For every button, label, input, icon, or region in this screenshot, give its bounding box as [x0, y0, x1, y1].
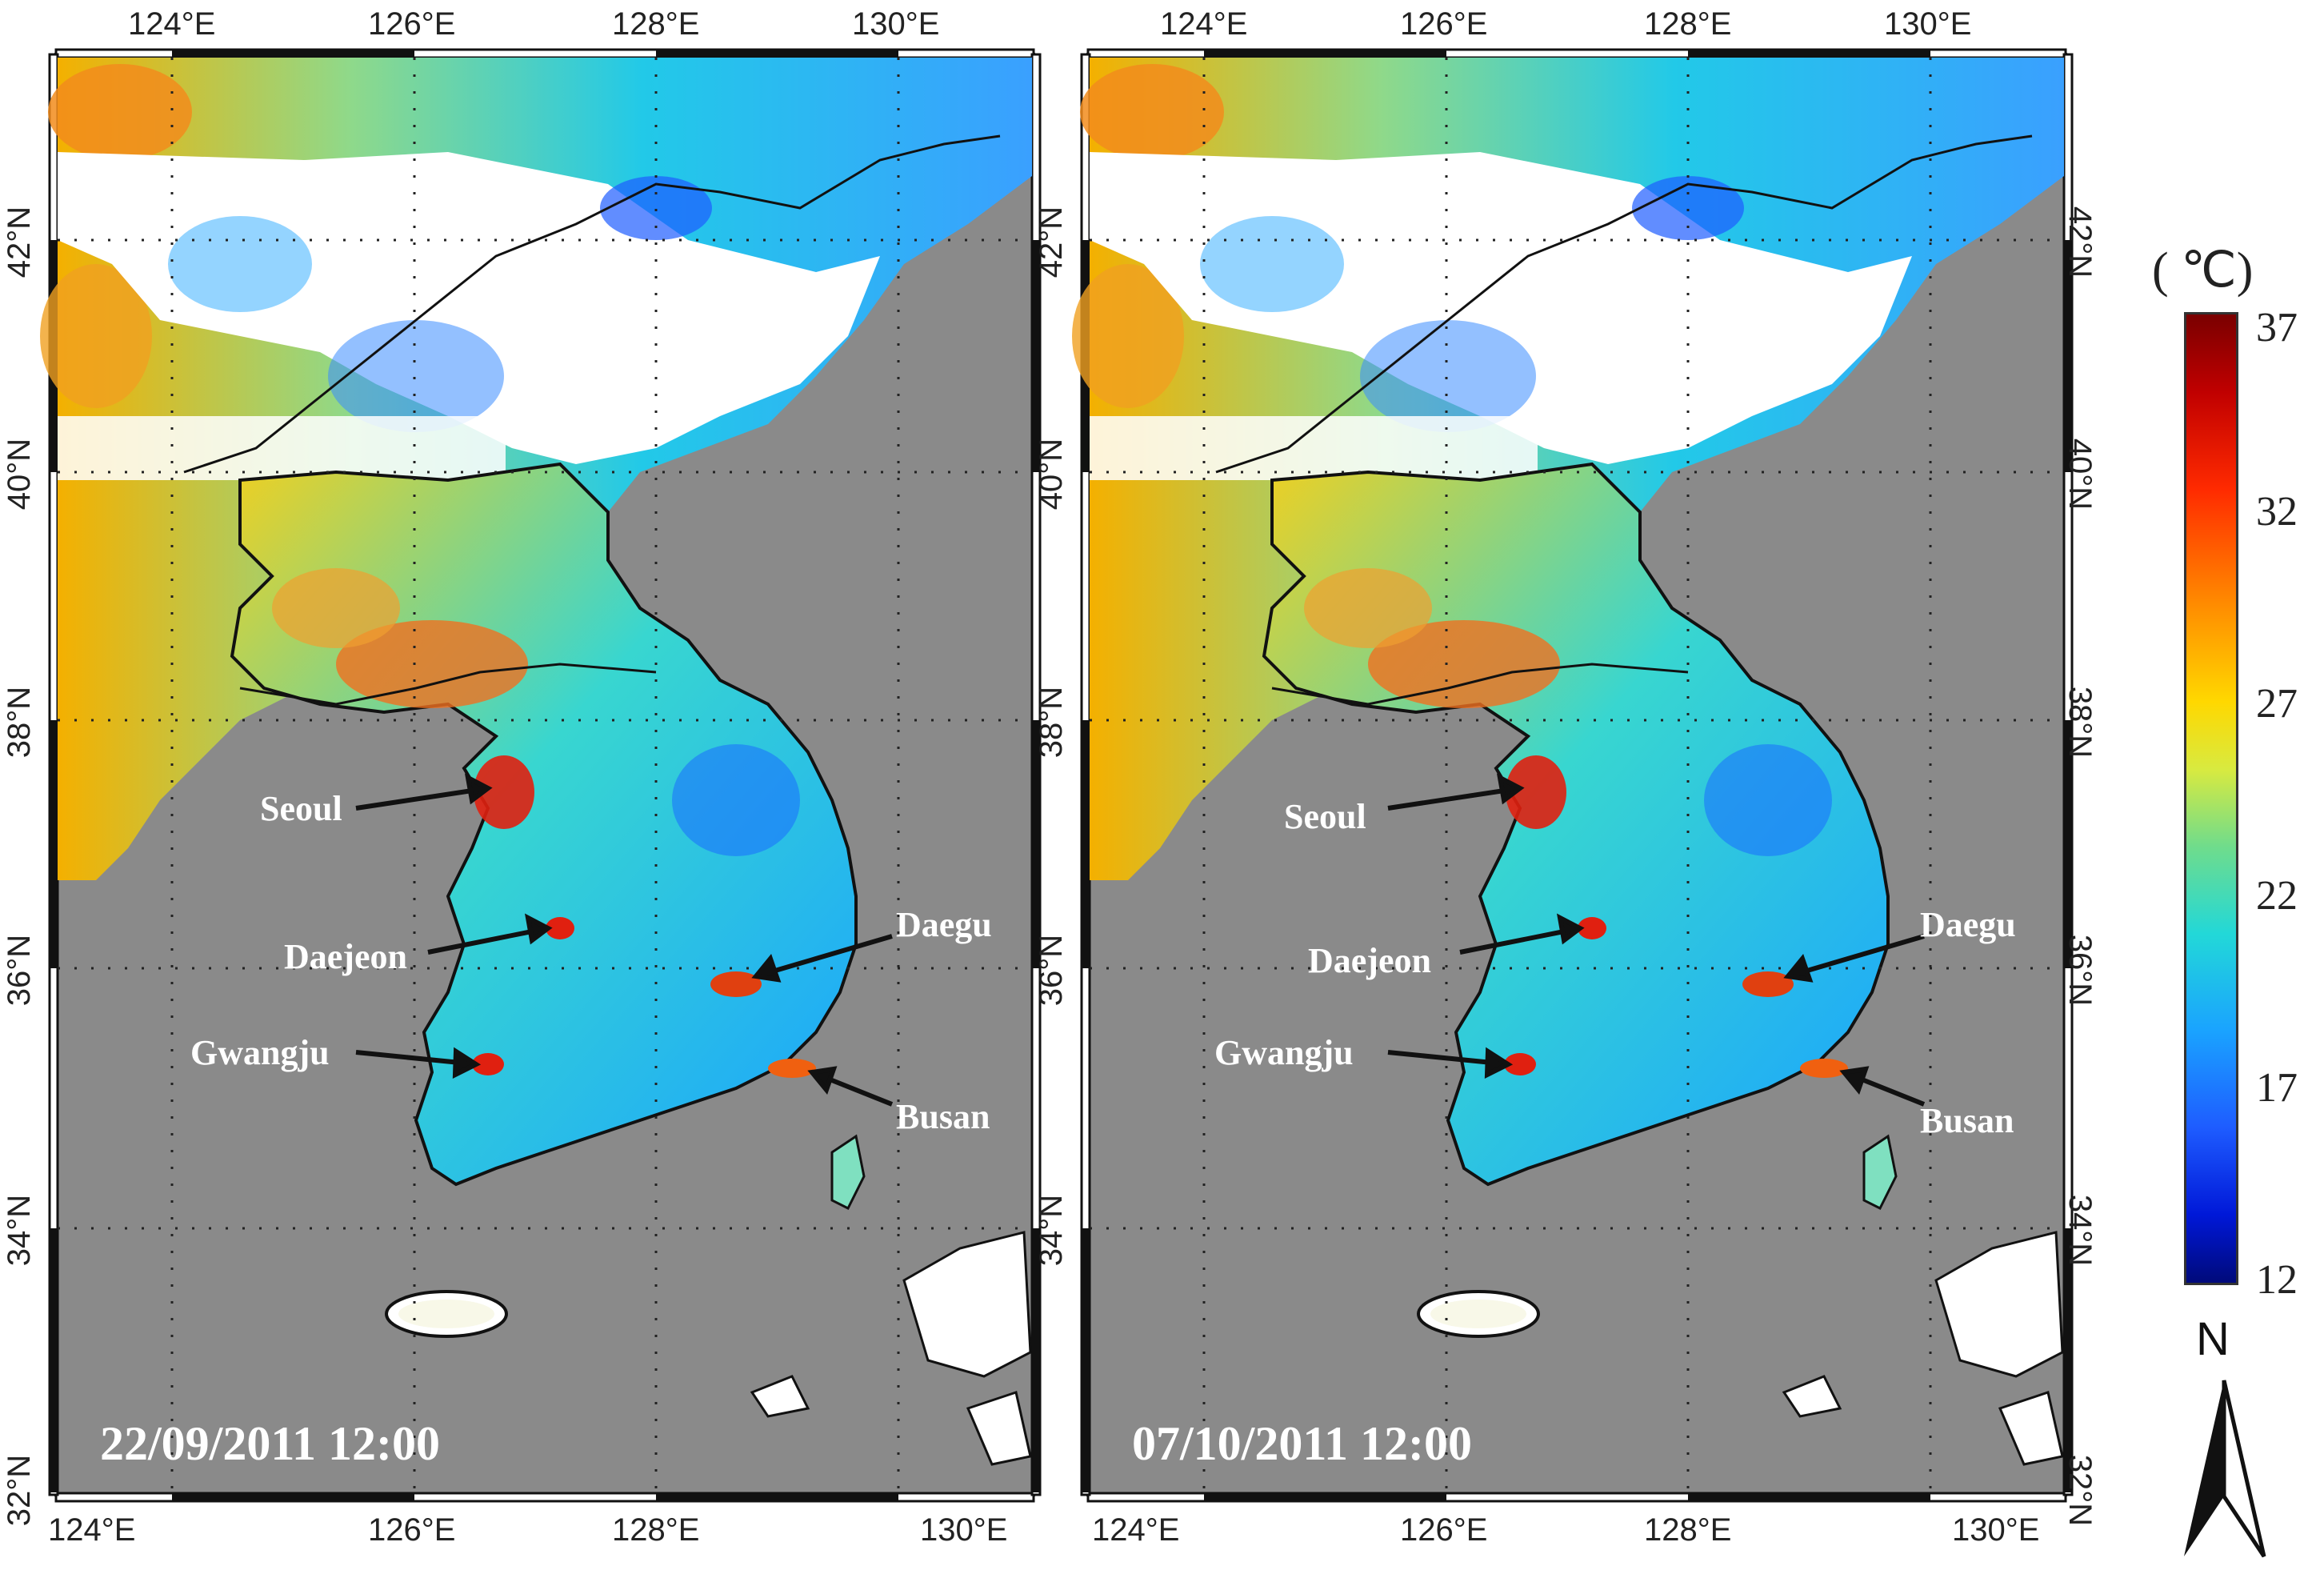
map-svg-1	[40, 48, 1042, 1503]
lat-tick-5: 34°N	[2, 1194, 38, 1267]
lat-tick-right-1: 42°N	[2062, 206, 2098, 278]
lat-tick-3: 38°N	[1034, 686, 1070, 759]
lon-tick-bottom-4: 130°E	[1952, 1512, 2040, 1548]
colorbar-tick-27: 27	[2256, 681, 2298, 727]
city-label-seoul: Seoul	[260, 789, 342, 828]
colorbar-tick-17: 17	[2256, 1065, 2298, 1111]
lat-tick-2: 40°N	[1034, 438, 1070, 511]
daegu-hotspot	[1742, 971, 1794, 997]
lat-tick-6: 32°N	[2, 1454, 38, 1527]
north-arrow-icon	[2184, 1380, 2266, 1558]
lat-tick-3: 38°N	[2, 686, 38, 759]
city-label-busan: Busan	[1920, 1101, 2014, 1140]
colorbar	[2184, 312, 2238, 1285]
gwangju-hotspot	[472, 1053, 504, 1075]
lat-tick-right-3: 38°N	[2062, 686, 2098, 759]
colorbar-tick-12: 12	[2256, 1257, 2298, 1303]
city-label-gwangju: Gwangju	[190, 1033, 330, 1072]
busan-hotspot	[1800, 1059, 1848, 1078]
lon-tick-bottom-1: 124°E	[48, 1512, 136, 1548]
lat-tick-right-4: 36°N	[2062, 934, 2098, 1007]
lon-tick-bottom-4: 130°E	[920, 1512, 1008, 1548]
daejeon-hotspot	[546, 917, 574, 939]
city-label-busan: Busan	[896, 1097, 990, 1136]
colorbar-tick-37: 37	[2256, 305, 2298, 350]
lat-tick-right-5: 34°N	[2062, 1194, 2098, 1267]
city-label-daejeon: Daejeon	[1308, 941, 1431, 980]
lon-tick-bottom-2: 126°E	[368, 1512, 456, 1548]
lon-tick-bottom-3: 128°E	[1644, 1512, 1732, 1548]
daegu-hotspot	[710, 971, 762, 997]
lat-tick-4: 36°N	[2, 934, 38, 1007]
city-label-daegu: Daegu	[1920, 905, 2016, 944]
busan-hotspot	[768, 1059, 816, 1078]
lon-tick-bottom-2: 126°E	[1400, 1512, 1488, 1548]
lon-tick-top-3: 128°E	[1644, 6, 1732, 42]
lat-tick-1: 42°N	[2, 206, 38, 278]
lat-tick-right-6: 32°N	[2062, 1454, 2098, 1527]
seoul-hotspot	[1506, 755, 1566, 829]
lat-tick-4: 36°N	[1034, 934, 1070, 1007]
lon-tick-top-1: 124°E	[1160, 6, 1248, 42]
colorbar-tick-32: 32	[2256, 489, 2298, 535]
city-label-seoul: Seoul	[1284, 797, 1366, 836]
lat-tick-right-2: 40°N	[2062, 438, 2098, 511]
lon-tick-top-4: 130°E	[852, 6, 940, 42]
map-panel-2: 124°E 126°E 128°E 130°E 124°E 126°E 128°…	[1032, 0, 2098, 1574]
city-label-gwangju: Gwangju	[1214, 1033, 1354, 1072]
lon-tick-top-2: 126°E	[1400, 6, 1488, 42]
colorbar-unit-label: ( ℃)	[2152, 243, 2254, 298]
lon-tick-top-4: 130°E	[1884, 6, 1972, 42]
lon-tick-bottom-1: 124°E	[1092, 1512, 1180, 1548]
lon-tick-top-3: 128°E	[612, 6, 700, 42]
lon-tick-top-1: 124°E	[128, 6, 216, 42]
lat-tick-2: 40°N	[2, 438, 38, 511]
lat-tick-5: 34°N	[1034, 1194, 1070, 1267]
map-panel-1: 124°E 126°E 128°E 130°E 124°E 126°E 128°…	[0, 0, 1056, 1574]
seoul-hotspot	[474, 755, 534, 829]
north-label: N	[2196, 1313, 2230, 1365]
lat-tick-1: 42°N	[1034, 206, 1070, 278]
map-svg-2	[1072, 48, 2074, 1503]
gwangju-hotspot	[1504, 1053, 1536, 1075]
date-label-2: 07/10/2011 12:00	[1132, 1417, 1473, 1470]
colorbar-tick-22: 22	[2256, 873, 2298, 919]
city-label-daejeon: Daejeon	[284, 937, 407, 976]
city-label-daegu: Daegu	[896, 905, 992, 944]
lon-tick-top-2: 126°E	[368, 6, 456, 42]
date-label-1: 22/09/2011 12:00	[100, 1417, 441, 1470]
lon-tick-bottom-3: 128°E	[612, 1512, 700, 1548]
daejeon-hotspot	[1578, 917, 1606, 939]
